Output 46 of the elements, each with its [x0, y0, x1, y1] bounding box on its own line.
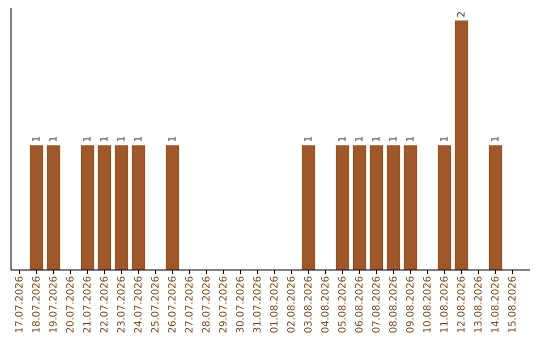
x-tick-label: 06.08.2026 [354, 276, 366, 334]
x-tick-label: 09.08.2026 [406, 276, 416, 334]
data-label: 1 [168, 136, 178, 142]
data-label: 1 [134, 136, 144, 142]
x-tick-label: 17.07.2026 [14, 276, 26, 334]
x-tick-label: 14.08.2026 [490, 276, 502, 334]
x-tick-label: 29.07.2026 [218, 276, 230, 334]
x-tick-label: 02.08.2026 [286, 276, 298, 334]
x-tick-label: 23.07.2026 [116, 276, 128, 334]
x-tick-label: 01.08.2026 [270, 276, 280, 334]
x-tick-label: 12.08.2026 [456, 276, 468, 334]
x-tick-label: 19.07.2026 [48, 276, 60, 334]
x-tick-label: 05.08.2026 [338, 276, 348, 334]
x-tick-label: 28.07.2026 [202, 276, 212, 334]
x-tick-label: 21.07.2026 [82, 276, 94, 334]
x-tick-label: 30.07.2026 [236, 276, 246, 334]
x-tick-label: 18.07.2026 [32, 276, 42, 334]
data-label: 1 [32, 136, 42, 142]
data-label: 1 [388, 136, 400, 142]
data-label: 1 [372, 136, 382, 142]
data-label: 2 [456, 11, 468, 18]
data-label: 1 [116, 136, 128, 142]
data-label: 1 [82, 136, 94, 142]
data-label: 1 [304, 136, 314, 142]
x-tick-label: 08.08.2026 [388, 276, 400, 334]
x-tick-label: 26.07.2026 [168, 276, 178, 334]
x-tick-label: 04.08.2026 [320, 276, 332, 334]
x-tick-label: 27.07.2026 [184, 276, 196, 334]
data-label: 1 [354, 136, 366, 142]
data-label: 1 [440, 136, 450, 142]
x-tick-label: 20.07.2026 [66, 276, 76, 334]
data-label: 1 [100, 136, 110, 142]
x-tick-label: 11.08.2026 [440, 276, 450, 334]
data-label: 1 [490, 136, 502, 142]
data-label: 1 [48, 136, 60, 142]
x-tick-label: 24.07.2026 [134, 276, 144, 334]
x-tick-label: 07.08.2026 [372, 276, 382, 334]
data-label: 1 [406, 136, 416, 142]
x-tick-label: 22.07.2026 [100, 276, 110, 334]
x-tick-label: 10.08.2026 [422, 276, 434, 334]
x-tick-label: 25.07.2026 [150, 276, 162, 334]
x-tick-label: 31.07.2026 [252, 276, 264, 334]
x-tick-label: 03.08.2026 [304, 276, 314, 334]
x-tick-label: 13.08.2026 [474, 276, 484, 334]
data-label: 1 [338, 136, 348, 142]
x-tick-label: 15.08.2026 [508, 276, 518, 334]
